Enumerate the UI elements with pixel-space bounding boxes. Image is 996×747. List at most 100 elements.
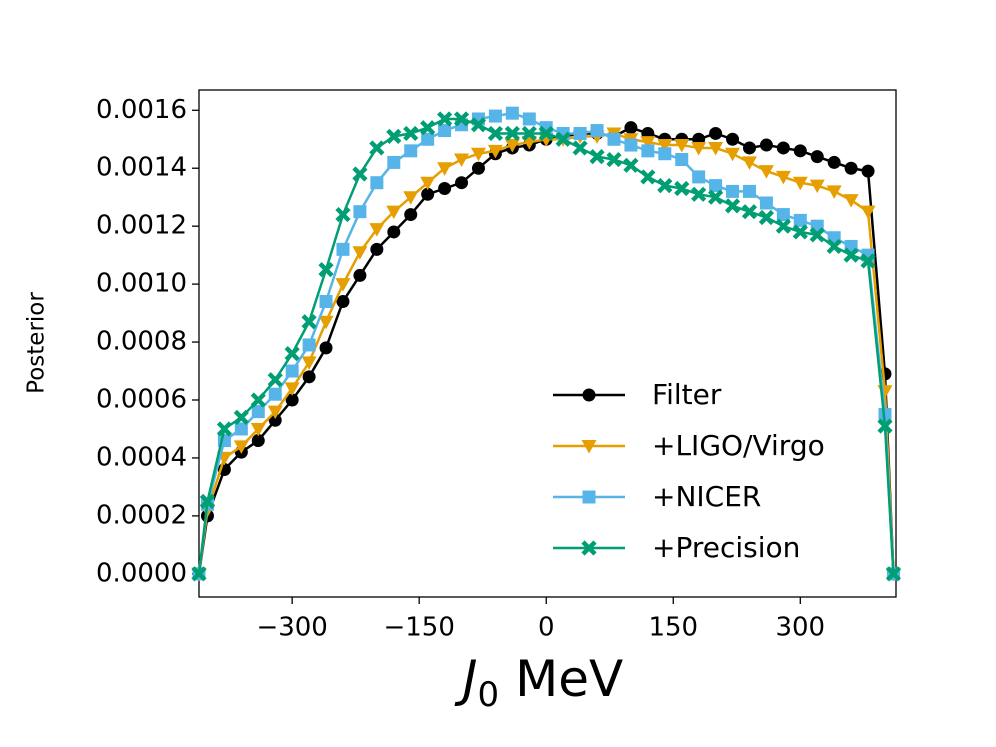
data-point [658, 147, 672, 161]
data-point [352, 166, 368, 182]
data-point [234, 422, 248, 436]
data-point [792, 224, 808, 240]
data-point [793, 213, 807, 227]
x-axis-label: J0 MeV [454, 650, 623, 715]
data-point [318, 262, 334, 278]
data-point [387, 225, 401, 239]
data-point [709, 126, 723, 140]
y-tick-label: 0.0010 [96, 269, 187, 299]
data-point [284, 346, 300, 362]
data-point [776, 208, 790, 222]
data-point [885, 566, 902, 582]
data-point [521, 125, 537, 142]
data-point [284, 382, 300, 396]
data-point [268, 387, 282, 401]
y-tick-label: 0.0016 [96, 95, 187, 125]
data-point [250, 392, 266, 408]
data-point [268, 413, 282, 427]
data-point [607, 132, 621, 146]
y-tick-label: 0.0000 [96, 558, 187, 588]
data-point [267, 372, 283, 388]
data-point [233, 409, 249, 425]
data-point [758, 209, 775, 226]
data-point [438, 124, 452, 138]
data-point [335, 206, 351, 223]
data-point [657, 178, 673, 194]
data-point [301, 356, 317, 370]
data-point [590, 124, 604, 138]
x-label-unit: MeV [515, 650, 623, 708]
data-point [742, 141, 756, 155]
data-point [387, 155, 401, 169]
data-point [191, 566, 207, 582]
data-point [810, 150, 824, 164]
data-point [826, 185, 842, 199]
data-point [809, 227, 825, 243]
legend-marker [581, 540, 597, 556]
data-point [775, 218, 791, 234]
data-point [589, 149, 605, 165]
data-point [267, 405, 283, 420]
data-point [691, 186, 707, 202]
data-point [692, 170, 706, 184]
data-point [724, 198, 741, 214]
data-point [370, 176, 384, 190]
data-point [302, 338, 316, 352]
data-point [438, 182, 452, 196]
data-point [726, 132, 740, 146]
data-point [640, 169, 656, 185]
data-point [742, 184, 756, 198]
data-point [674, 139, 690, 153]
y-tick-label: 0.0008 [96, 327, 187, 357]
x-label-subscript: 0 [478, 675, 500, 715]
legend-label: +Precision [652, 531, 800, 564]
data-point [216, 421, 232, 437]
data-point [403, 191, 419, 205]
data-point [370, 242, 384, 256]
data-point [843, 194, 859, 208]
data-point [691, 141, 707, 156]
data-point [759, 138, 773, 152]
data-point [741, 204, 758, 220]
data-point [877, 418, 893, 434]
data-point [386, 128, 402, 144]
data-point [336, 294, 350, 308]
y-tick-label: 0.0004 [96, 442, 187, 472]
data-point [860, 205, 876, 220]
data-point [471, 161, 485, 175]
data-point [437, 162, 453, 176]
data-point [420, 120, 436, 136]
data-point [233, 440, 249, 454]
data-point [504, 139, 520, 153]
data-point [758, 165, 774, 179]
data-point [640, 136, 656, 150]
legend-label: Filter [652, 378, 722, 411]
data-point [759, 196, 773, 210]
data-point [421, 132, 435, 146]
data-point [251, 405, 265, 419]
data-point [335, 278, 351, 292]
data-point [674, 180, 690, 197]
data-point [454, 153, 470, 168]
data-point [487, 125, 504, 142]
data-point [453, 111, 470, 127]
data-point [487, 144, 503, 159]
data-point [709, 179, 723, 193]
data-point [505, 106, 519, 120]
data-point [386, 205, 402, 220]
data-point [404, 208, 418, 222]
data-point [641, 144, 655, 158]
plot-frame [198, 89, 897, 598]
data-point [572, 140, 588, 156]
x-tick-label: −300 [256, 613, 327, 643]
data-point [421, 187, 435, 201]
data-point [792, 176, 808, 191]
data-point [726, 184, 740, 198]
data-point [319, 294, 333, 308]
data-point [538, 125, 554, 142]
data-point [606, 151, 622, 168]
x-tick-label: 0 [538, 613, 555, 643]
x-tick-label: −150 [383, 613, 454, 643]
data-point [775, 170, 791, 185]
